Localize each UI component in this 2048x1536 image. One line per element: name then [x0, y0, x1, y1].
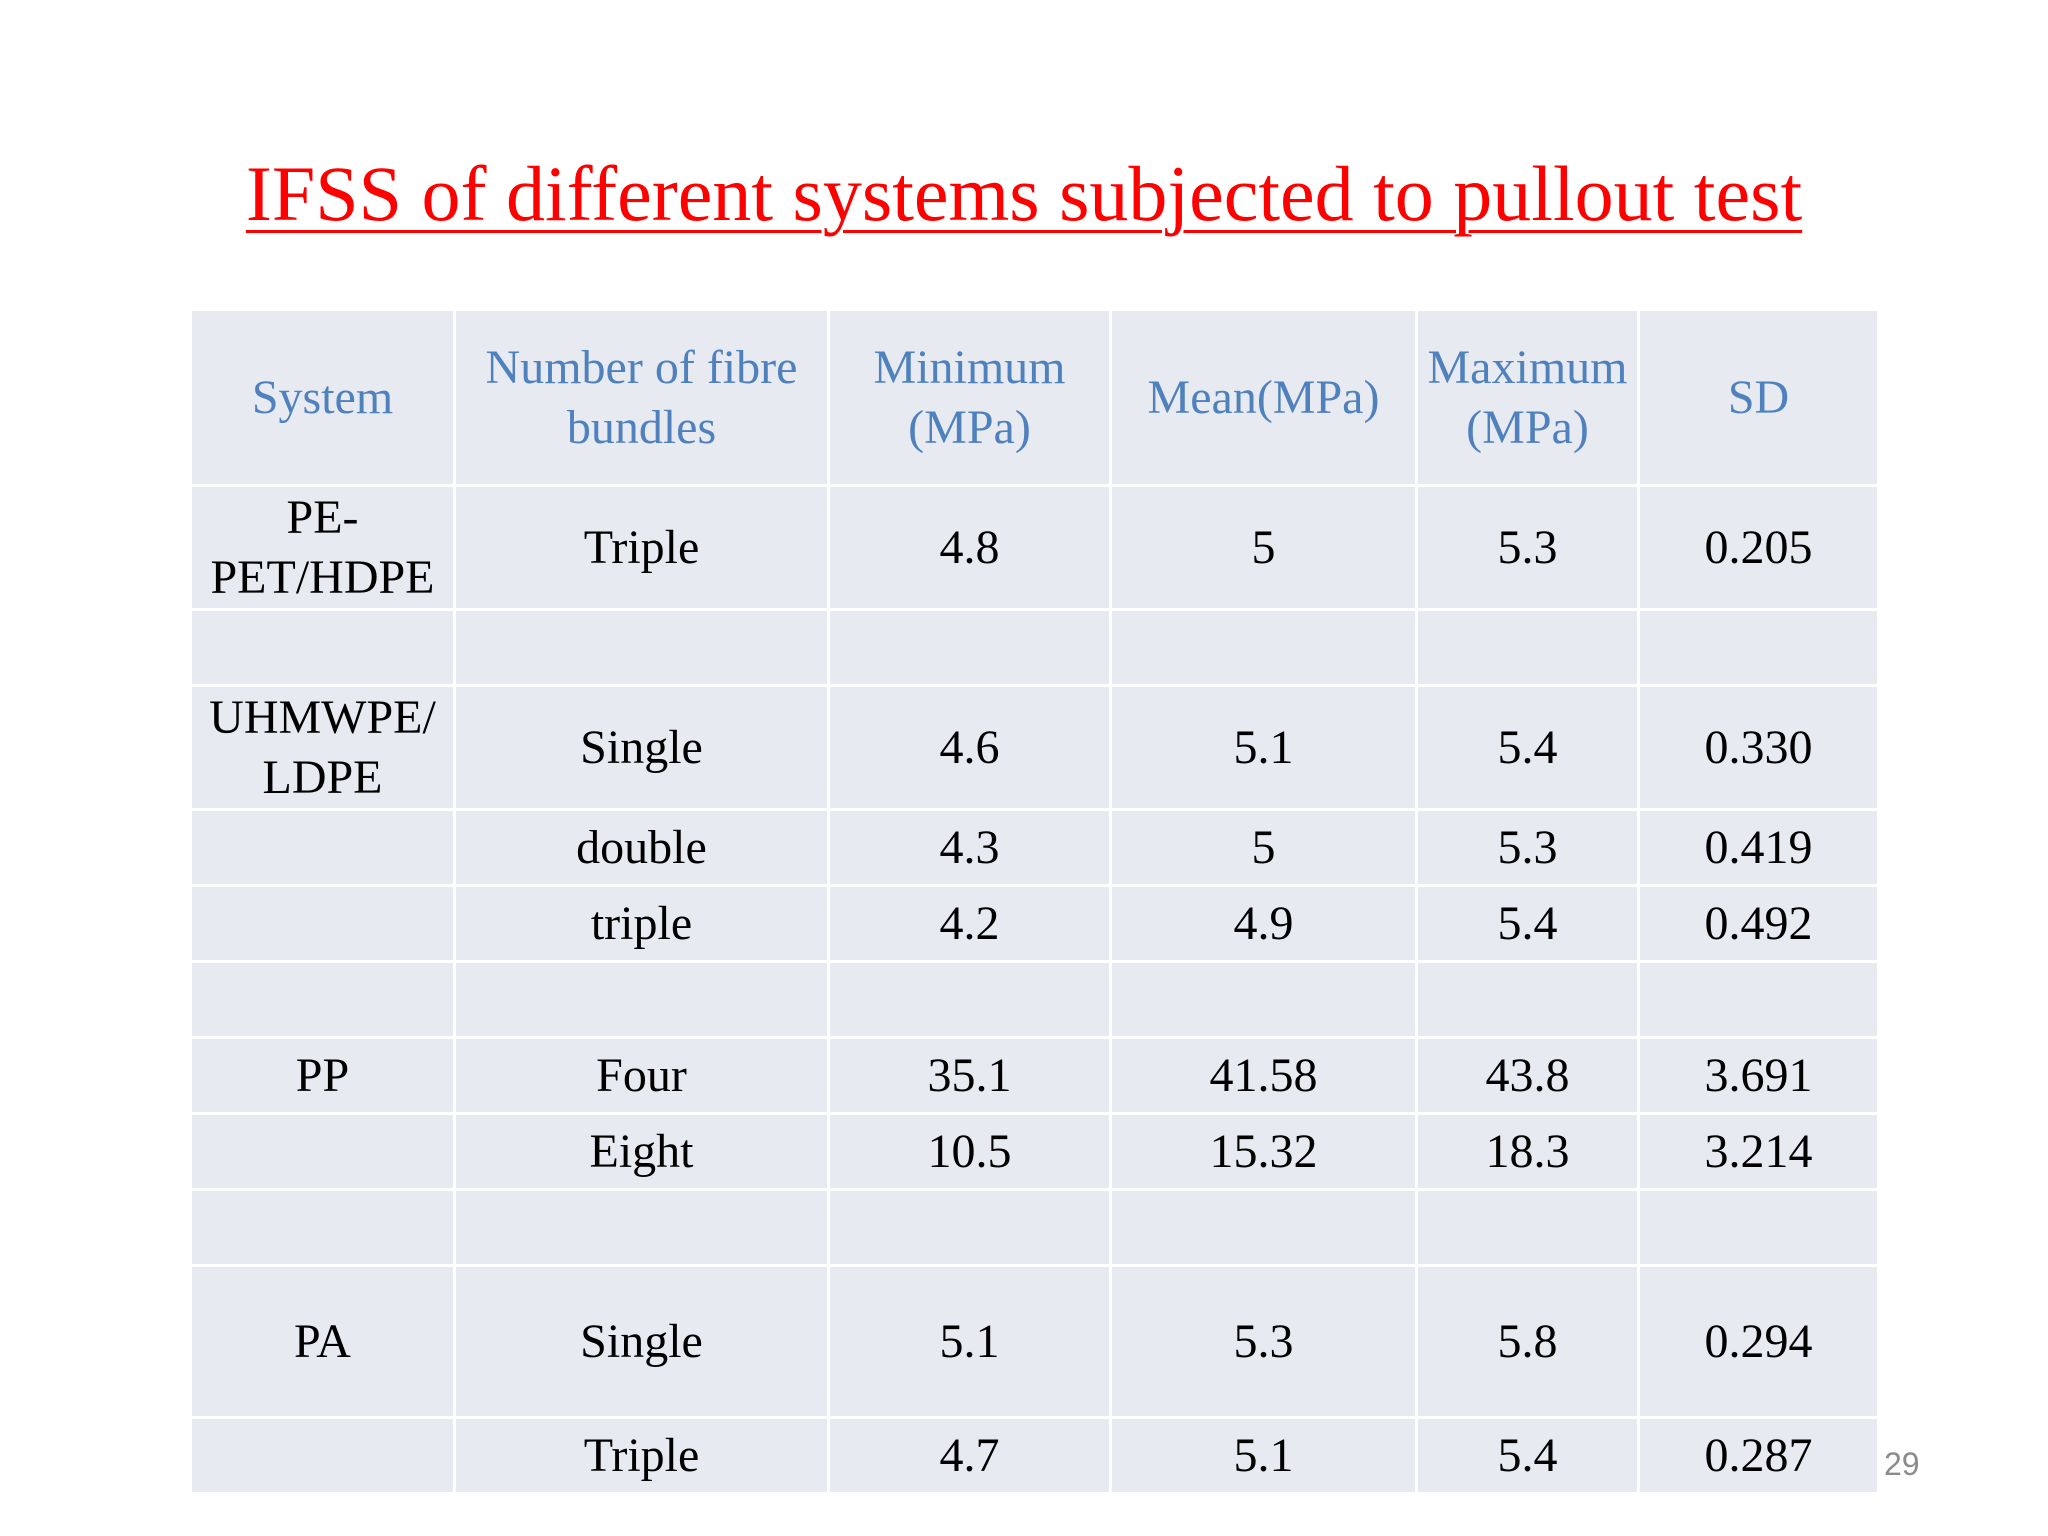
cell-minimum: 4.7: [827, 1416, 1112, 1495]
cell-maximum: 43.8: [1415, 1036, 1640, 1115]
cell-bundles: [453, 960, 830, 1039]
header-system: System: [189, 308, 456, 487]
header-maximum: Maximum (MPa): [1415, 308, 1640, 487]
cell-maximum: [1415, 608, 1640, 687]
table-row: PA Single 5.1 5.3 5.8 0.294: [189, 1264, 1880, 1419]
cell-system: PE-PET/HDPE: [189, 484, 456, 611]
cell-minimum: 5.1: [827, 1264, 1112, 1419]
cell-sd: 3.691: [1637, 1036, 1880, 1115]
cell-mean: 4.9: [1109, 884, 1418, 963]
cell-mean: 5.1: [1109, 1416, 1418, 1495]
cell-mean: [1109, 1188, 1418, 1267]
cell-minimum: 4.8: [827, 484, 1112, 611]
cell-sd: 0.287: [1637, 1416, 1880, 1495]
cell-minimum: [827, 960, 1112, 1039]
cell-bundles: Triple: [453, 1416, 830, 1495]
cell-system: [189, 1416, 456, 1495]
cell-maximum: 5.4: [1415, 1416, 1640, 1495]
cell-sd: 0.330: [1637, 684, 1880, 811]
cell-sd: 0.492: [1637, 884, 1880, 963]
cell-maximum: [1415, 1188, 1640, 1267]
table-row: UHMWPE/ LDPE Single 4.6 5.1 5.4 0.330: [189, 684, 1880, 811]
cell-system: [189, 1188, 456, 1267]
cell-maximum: [1415, 960, 1640, 1039]
cell-sd: 0.205: [1637, 484, 1880, 611]
cell-system: UHMWPE/ LDPE: [189, 684, 456, 811]
cell-mean: 5: [1109, 484, 1418, 611]
cell-system: [189, 884, 456, 963]
table-row: PP Four 35.1 41.58 43.8 3.691: [189, 1036, 1880, 1115]
cell-mean: [1109, 960, 1418, 1039]
cell-bundles: Triple: [453, 484, 830, 611]
cell-sd: [1637, 960, 1880, 1039]
table-row-spacer: [189, 1188, 1880, 1267]
cell-mean: 5: [1109, 808, 1418, 887]
cell-mean: [1109, 608, 1418, 687]
cell-bundles: triple: [453, 884, 830, 963]
cell-maximum: 5.4: [1415, 684, 1640, 811]
cell-bundles: Eight: [453, 1112, 830, 1191]
cell-system: [189, 960, 456, 1039]
cell-minimum: 4.2: [827, 884, 1112, 963]
cell-system: [189, 608, 456, 687]
cell-sd: [1637, 608, 1880, 687]
cell-minimum: 4.3: [827, 808, 1112, 887]
cell-bundles: [453, 608, 830, 687]
cell-mean: 15.32: [1109, 1112, 1418, 1191]
cell-mean: 41.58: [1109, 1036, 1418, 1115]
cell-system: PA: [189, 1264, 456, 1419]
header-minimum: Minimum (MPa): [827, 308, 1112, 487]
cell-system: [189, 808, 456, 887]
cell-maximum: 18.3: [1415, 1112, 1640, 1191]
header-row: System Number of fibre bundles Minimum (…: [189, 308, 1880, 487]
cell-mean: 5.1: [1109, 684, 1418, 811]
cell-maximum: 5.4: [1415, 884, 1640, 963]
cell-bundles: double: [453, 808, 830, 887]
ifss-table: System Number of fibre bundles Minimum (…: [189, 308, 1880, 1495]
header-sd: SD: [1637, 308, 1880, 487]
cell-mean: 5.3: [1109, 1264, 1418, 1419]
table-row: triple 4.2 4.9 5.4 0.492: [189, 884, 1880, 963]
table-row: Eight 10.5 15.32 18.3 3.214: [189, 1112, 1880, 1191]
slide-title: IFSS of different systems subjected to p…: [245, 150, 1803, 237]
header-number-of-fibre-bundles: Number of fibre bundles: [453, 308, 830, 487]
cell-minimum: [827, 1188, 1112, 1267]
page-number: 29: [1884, 1446, 1920, 1482]
cell-minimum: 35.1: [827, 1036, 1112, 1115]
cell-minimum: [827, 608, 1112, 687]
cell-system: [189, 1112, 456, 1191]
cell-sd: 3.214: [1637, 1112, 1880, 1191]
cell-bundles: Single: [453, 1264, 830, 1419]
cell-sd: [1637, 1188, 1880, 1267]
table-row-spacer: [189, 608, 1880, 687]
cell-system: PP: [189, 1036, 456, 1115]
table-row: double 4.3 5 5.3 0.419: [189, 808, 1880, 887]
cell-bundles: Single: [453, 684, 830, 811]
cell-minimum: 4.6: [827, 684, 1112, 811]
cell-maximum: 5.8: [1415, 1264, 1640, 1419]
cell-bundles: [453, 1188, 830, 1267]
cell-sd: 0.294: [1637, 1264, 1880, 1419]
table-row: PE-PET/HDPE Triple 4.8 5 5.3 0.205: [189, 484, 1880, 611]
table-row: Triple 4.7 5.1 5.4 0.287: [189, 1416, 1880, 1495]
cell-minimum: 10.5: [827, 1112, 1112, 1191]
cell-bundles: Four: [453, 1036, 830, 1115]
cell-maximum: 5.3: [1415, 484, 1640, 611]
table-row-spacer: [189, 960, 1880, 1039]
cell-maximum: 5.3: [1415, 808, 1640, 887]
header-mean: Mean(MPa): [1109, 308, 1418, 487]
cell-sd: 0.419: [1637, 808, 1880, 887]
